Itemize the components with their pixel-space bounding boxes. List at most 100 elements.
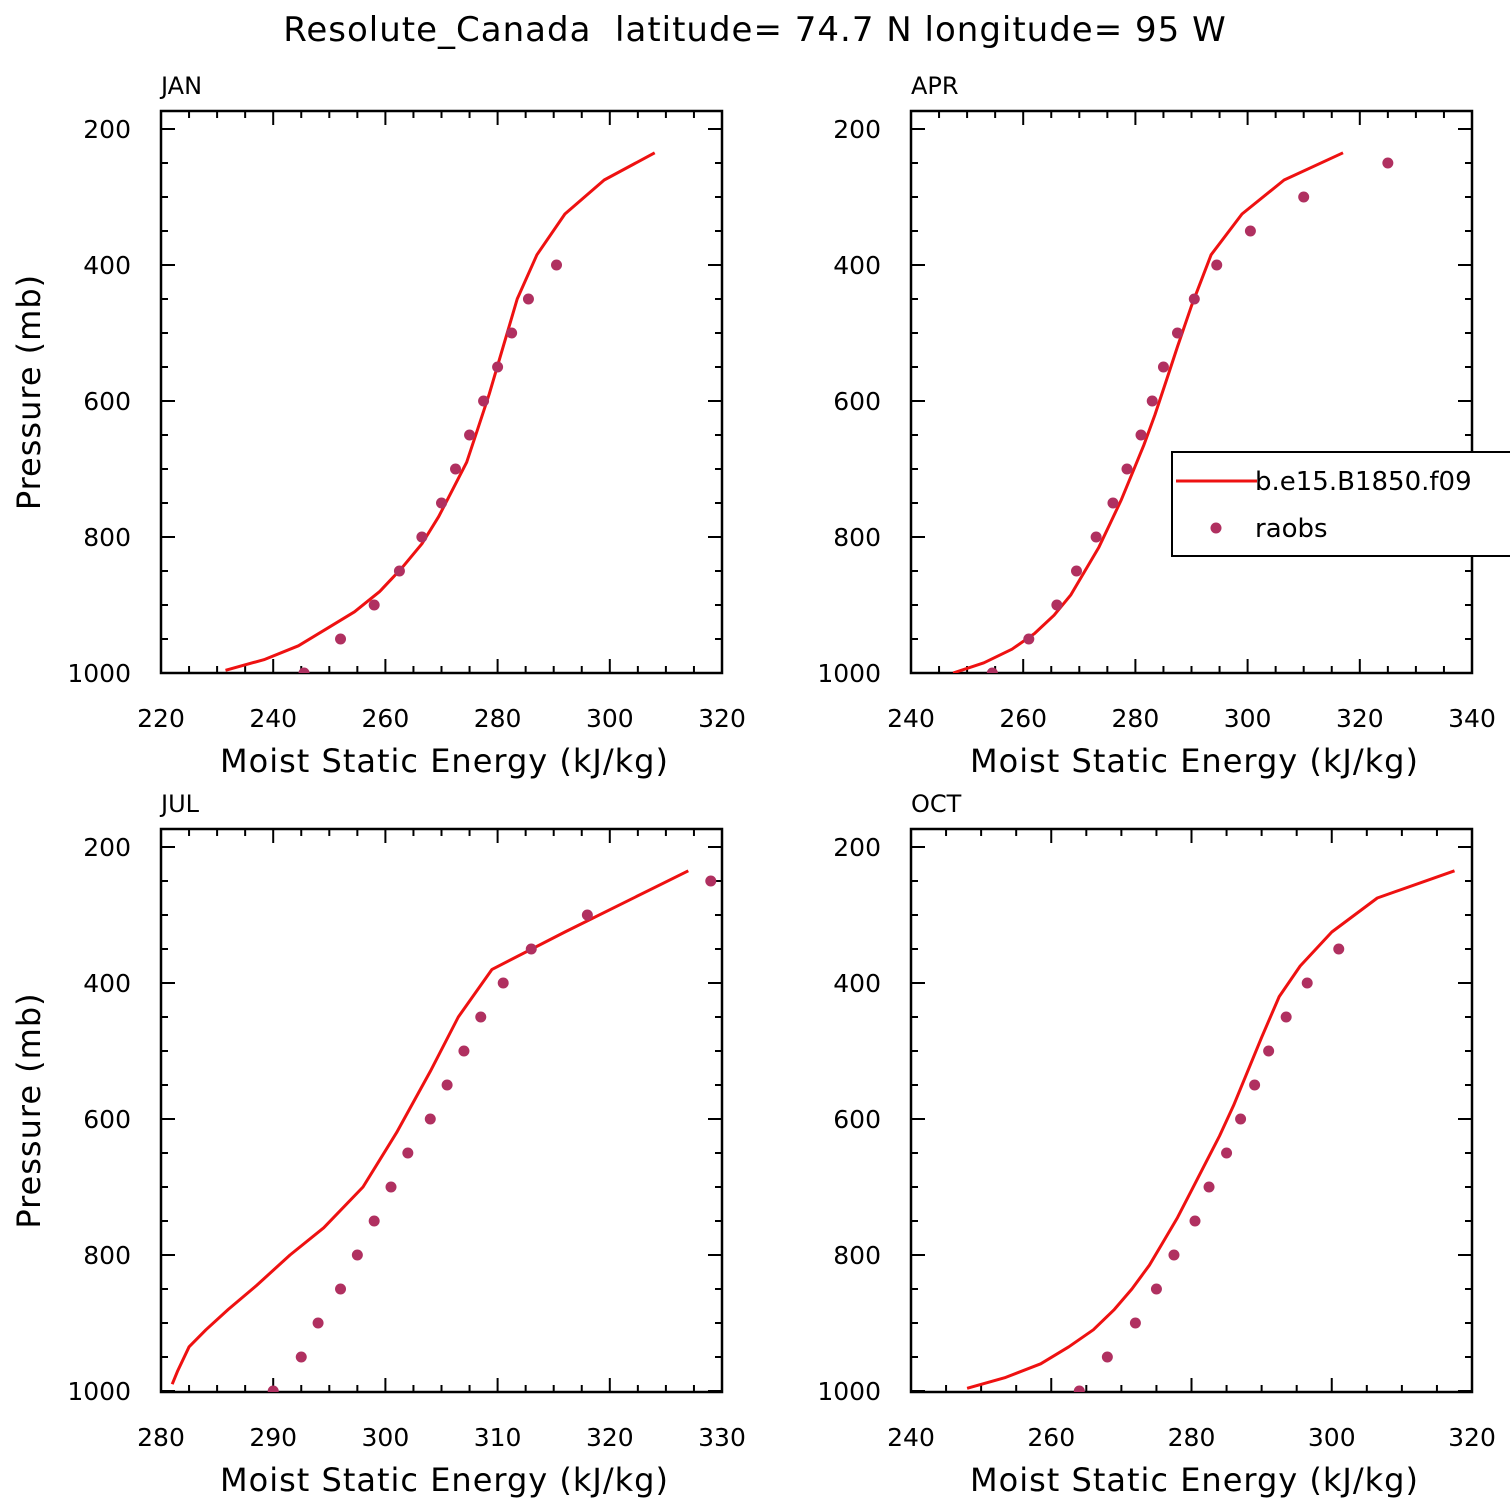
panel-title: APR bbox=[911, 72, 959, 100]
y-tick-label: 400 bbox=[83, 251, 131, 280]
raobs-point bbox=[1090, 531, 1102, 543]
x-axis-label: Moist Static Energy (kJ/kg) bbox=[220, 742, 669, 780]
x-tick-label: 280 bbox=[137, 1423, 185, 1452]
raobs-point bbox=[1189, 1215, 1201, 1227]
y-tick-label: 200 bbox=[83, 833, 131, 862]
model-series-line bbox=[952, 151, 1344, 673]
y-tick-label: 400 bbox=[83, 969, 131, 998]
raobs-point bbox=[295, 1351, 307, 1363]
x-tick-label: 320 bbox=[698, 704, 746, 733]
panel-oct: 240 260 280 300 320 200 400 600 800 1000 OCT Moist … bbox=[817, 790, 1495, 1499]
legend-obs-label: raobs bbox=[1255, 514, 1328, 544]
x-tick-label: 300 bbox=[1224, 704, 1272, 733]
y-axis-label: Pressure (mb) bbox=[10, 992, 48, 1228]
raobs-point bbox=[1280, 1011, 1292, 1023]
raobs-point bbox=[424, 1113, 436, 1125]
x-tick-label: 320 bbox=[1448, 1423, 1496, 1452]
raobs-point bbox=[441, 1079, 453, 1091]
plot-frame bbox=[159, 109, 724, 675]
raobs-point bbox=[492, 361, 504, 373]
panel-apr: 240 260 280 300 320 340 200 400 600 800 1000 APR Moi… bbox=[817, 72, 1495, 780]
raobs-point bbox=[1150, 1283, 1162, 1295]
panel-jan: 220 240 260 280 300 320 200 400 600 800 1000 JAN Moi… bbox=[10, 72, 746, 780]
series-group bbox=[952, 151, 1394, 673]
plot-frame bbox=[909, 109, 1474, 675]
x-tick-label: 330 bbox=[698, 1423, 746, 1452]
y-axis-label: Pressure (mb) bbox=[10, 274, 48, 510]
x-tick-label: 240 bbox=[887, 1423, 935, 1452]
raobs-point bbox=[393, 565, 405, 577]
raobs-point bbox=[1121, 463, 1133, 475]
series-group bbox=[225, 151, 656, 673]
raobs-point bbox=[506, 327, 518, 339]
x-tick-label: 320 bbox=[586, 1423, 634, 1452]
y-tick-label: 400 bbox=[833, 251, 881, 280]
raobs-point bbox=[1107, 497, 1119, 509]
model-series-line bbox=[966, 869, 1455, 1390]
raobs-point bbox=[1070, 565, 1082, 577]
y-tick-label: 200 bbox=[833, 833, 881, 862]
x-axis-label: Moist Static Energy (kJ/kg) bbox=[970, 1461, 1419, 1499]
y-tick-label: 600 bbox=[833, 387, 881, 416]
plot-frame bbox=[159, 827, 724, 1394]
raobs-point bbox=[551, 259, 563, 271]
series-group bbox=[170, 869, 717, 1392]
raobs-point bbox=[464, 429, 476, 441]
raobs-point bbox=[1168, 1249, 1180, 1261]
raobs-point bbox=[1211, 259, 1223, 271]
raobs-point bbox=[368, 599, 380, 611]
x-tick-label: 260 bbox=[1027, 1423, 1075, 1452]
legend-obs-swatch bbox=[1210, 522, 1222, 534]
raobs-point bbox=[475, 1011, 487, 1023]
raobs-point bbox=[1073, 1385, 1085, 1392]
panel-jul: 280 290 300 310 320 330 200 400 600 800 1000 JUL Moi… bbox=[10, 790, 746, 1499]
x-tick-label: 340 bbox=[1448, 704, 1496, 733]
legend-box bbox=[1171, 451, 1510, 557]
raobs-point bbox=[267, 1385, 279, 1392]
raobs-point bbox=[436, 497, 447, 509]
x-tick-label: 280 bbox=[474, 704, 522, 733]
raobs-point bbox=[351, 1249, 363, 1261]
raobs-point bbox=[1101, 1351, 1113, 1363]
x-axis-label: Moist Static Energy (kJ/kg) bbox=[970, 742, 1419, 780]
raobs-point bbox=[1023, 633, 1035, 645]
legend-model-label: b.e15.B1850.f09 bbox=[1255, 467, 1472, 497]
raobs-point bbox=[1203, 1181, 1215, 1193]
x-tick-label: 280 bbox=[1112, 704, 1160, 733]
raobs-point bbox=[385, 1181, 397, 1193]
x-tick-label: 260 bbox=[362, 704, 410, 733]
y-tick-label: 200 bbox=[83, 115, 131, 144]
x-axis-label: Moist Static Energy (kJ/kg) bbox=[220, 1461, 669, 1499]
raobs-point bbox=[1263, 1045, 1275, 1057]
x-tick-label: 300 bbox=[362, 1423, 410, 1452]
panel-title: OCT bbox=[911, 790, 962, 818]
raobs-point bbox=[1249, 1079, 1261, 1091]
legend: b.e15.B1850.f09 raobs bbox=[1171, 451, 1510, 557]
y-tick-label: 400 bbox=[833, 969, 881, 998]
raobs-point bbox=[1382, 157, 1394, 169]
series-group bbox=[966, 869, 1455, 1392]
raobs-point bbox=[298, 667, 310, 673]
raobs-point bbox=[1333, 943, 1345, 955]
y-tick-label: 200 bbox=[833, 115, 881, 144]
x-tick-label: 240 bbox=[887, 704, 935, 733]
raobs-point bbox=[1221, 1147, 1233, 1159]
raobs-point bbox=[986, 667, 998, 673]
model-series-line bbox=[170, 869, 689, 1385]
raobs-point bbox=[416, 531, 428, 543]
x-tick-label: 320 bbox=[1336, 704, 1384, 733]
x-tick-label: 290 bbox=[249, 1423, 297, 1452]
raobs-point bbox=[1298, 191, 1310, 203]
x-tick-label: 240 bbox=[249, 704, 297, 733]
raobs-point bbox=[312, 1317, 324, 1329]
y-tick-label: 1000 bbox=[67, 659, 131, 688]
raobs-point bbox=[1188, 293, 1200, 305]
raobs-point bbox=[335, 1283, 347, 1295]
raobs-point bbox=[525, 943, 537, 955]
x-tick-label: 300 bbox=[586, 704, 634, 733]
raobs-point bbox=[402, 1147, 414, 1159]
raobs-point bbox=[335, 633, 347, 645]
model-series-line bbox=[225, 151, 656, 672]
y-tick-label: 600 bbox=[83, 387, 131, 416]
y-tick-label: 800 bbox=[833, 1241, 881, 1270]
